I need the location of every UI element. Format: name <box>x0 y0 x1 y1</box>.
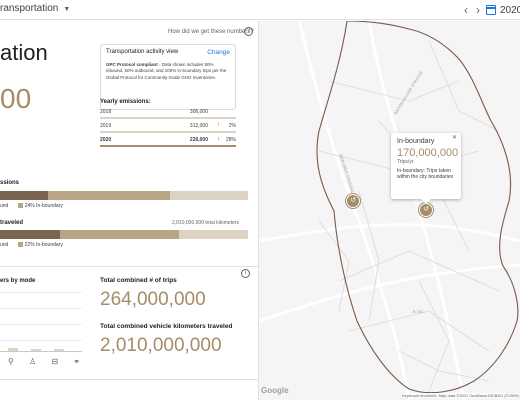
walk-icon: ♙ <box>29 357 37 366</box>
gpc-label: GPC Protocol compliant <box>106 62 158 67</box>
mode-bar <box>8 348 18 351</box>
mode-bar <box>54 349 64 351</box>
total-km-label: Total combined vehicle kilometers travel… <box>100 323 233 330</box>
bar-segment <box>0 191 49 200</box>
activity-view-card: Transportation activity view Change GPC … <box>100 44 236 110</box>
callout-value: 170,000,000 <box>397 147 459 159</box>
total-emissions: 00 <box>0 83 32 114</box>
outbound-marker[interactable]: ↺ <box>346 194 360 208</box>
emissions-legend: und 24% In-boundary <box>0 203 63 209</box>
year-change: 28% <box>225 137 236 143</box>
legend-swatch <box>17 203 23 209</box>
keyboard-shortcuts-link[interactable]: Keyboard shortcuts <box>402 393 437 398</box>
callout-label: In-boundary <box>397 138 435 145</box>
help-icon[interactable]: ? <box>244 27 253 36</box>
how-link[interactable]: How did we get these numbers? <box>168 29 254 35</box>
map-callout: ✕ In-boundary 170,000,000 Trips/yr In-bo… <box>391 133 461 204</box>
callout-unit: Trips/yr <box>397 159 414 165</box>
category-dropdown[interactable]: ransportation ▼ <box>0 3 70 14</box>
year-value: 226,000 <box>189 137 208 143</box>
chart-gridline <box>0 324 82 325</box>
bike-icon: ⚲ <box>8 357 14 366</box>
legend-swatch <box>17 242 23 248</box>
year-navigator: ‹ › 2020 ▼ <box>460 2 520 18</box>
map-canvas <box>259 21 520 400</box>
emissions-section-title: ssions <box>0 180 20 186</box>
callout-description: In-boundary: Trips taken within the city… <box>397 168 454 180</box>
total-km-value: 2,010,000,000 <box>100 335 222 356</box>
yearly-row: 2020 226,000 ↓ 28% <box>100 136 236 147</box>
year-label: 2019 <box>100 123 112 129</box>
motorcycle-icon: ⚭ <box>73 357 80 366</box>
chevron-left-icon[interactable]: ‹ <box>464 3 468 17</box>
mode-icons: ⚲ ♙ ⊟ ⚭ <box>8 357 80 366</box>
chevron-right-icon[interactable]: › <box>476 3 480 17</box>
arrow-down-icon: ↓ <box>217 136 220 142</box>
dropdown-caret-icon: ▼ <box>63 6 71 13</box>
bar-segment <box>59 230 179 239</box>
year-label: 2020 <box>100 137 112 143</box>
km-split-bar <box>0 230 248 239</box>
road-label: B 261 <box>413 309 424 314</box>
km-legend: und 22% In-boundary <box>0 242 63 248</box>
km-section-title: traveled <box>0 220 24 226</box>
legend-inboundary-pct: 22% <box>24 242 35 248</box>
section-divider <box>0 379 258 380</box>
legend-inboundary-label: In-boundary <box>36 242 63 248</box>
activity-card-description: GPC Protocol compliant - Data shown incl… <box>106 62 230 81</box>
year-value: 306,000 <box>189 109 208 115</box>
bar-segment <box>178 230 248 239</box>
yearly-row: 2018 306,000 <box>100 108 236 119</box>
legend-outbound-label: und <box>0 203 9 209</box>
panel-separator <box>258 21 259 400</box>
top-bar: ransportation ▼ ‹ › 2020 ▼ <box>0 0 520 20</box>
emissions-split-bar <box>0 191 248 200</box>
stats-panel: How did we get these numbers? ? ation 00… <box>0 21 258 400</box>
yearly-emissions-title: Yearly emissions: <box>100 99 151 105</box>
info-icon[interactable]: i <box>241 269 250 278</box>
chart-gridline <box>0 340 82 341</box>
year-change: 2% <box>228 123 236 129</box>
arrow-up-icon: ↑ <box>217 122 220 128</box>
chart-baseline <box>0 351 82 352</box>
yearly-row: 2019 312,000 ↑ 2% <box>100 122 236 133</box>
bar-segment <box>0 230 60 239</box>
year-select[interactable]: 2020 <box>500 4 520 16</box>
map-view[interactable]: BAGGEHAUSER STRASSE BERLINER STRASSE B 2… <box>259 21 520 400</box>
bar-segment <box>169 191 248 200</box>
page-title: ation <box>0 40 48 65</box>
total-km: 2,010,000,000 total kilometers <box>172 220 239 226</box>
calendar-icon[interactable] <box>486 5 496 15</box>
close-icon[interactable]: ✕ <box>451 135 457 141</box>
year-label: 2018 <box>100 109 112 115</box>
gpc-description: - Data shown includes 50% inbound, 50% o… <box>106 62 227 80</box>
category-label: ransportation <box>0 3 59 14</box>
inboundary-marker[interactable]: ↺ <box>419 203 433 217</box>
legend-inboundary-pct: 24% <box>24 203 35 209</box>
year-value: 312,000 <box>189 123 208 129</box>
transit-icon: ⊟ <box>51 357 59 366</box>
change-button[interactable]: Change <box>207 49 230 56</box>
map-attribution: Keyboard shortcuts Map data ©2021 GeoBas… <box>402 393 519 398</box>
bar-segment <box>48 191 170 200</box>
map-data-text: Map data ©2021 GeoBasis-DE/BKG (©2009) <box>438 393 519 398</box>
mode-chart-title: ers by mode <box>0 278 36 284</box>
activity-card-title: Transportation activity view <box>106 49 179 55</box>
total-trips-label: Total combined # of trips <box>100 277 177 284</box>
total-trips-value: 264,000,000 <box>100 289 206 310</box>
section-divider <box>0 266 258 267</box>
yearly-emissions: Yearly emissions: 2018 306,000 2019 312,… <box>100 99 236 147</box>
mode-bar <box>31 349 41 351</box>
legend-outbound-label: und <box>0 242 9 248</box>
chart-gridline <box>0 308 82 309</box>
legend-inboundary-label: In-boundary <box>36 203 63 209</box>
google-logo: Google <box>261 386 289 395</box>
chart-gridline <box>0 292 82 293</box>
